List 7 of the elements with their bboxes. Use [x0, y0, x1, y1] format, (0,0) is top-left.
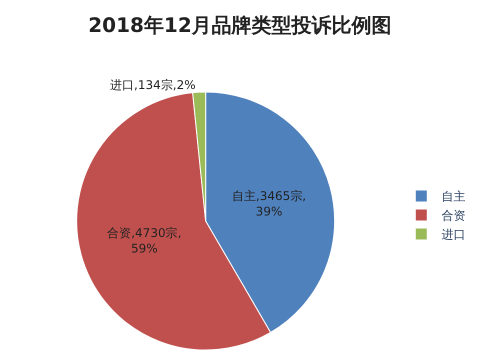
legend-label: 合资: [441, 208, 466, 223]
legend-label: 自主: [441, 190, 466, 204]
data-label: 合资,4730宗, 59%: [107, 226, 182, 256]
data-label: 自主,3465宗, 39%: [232, 189, 306, 219]
data-label: 进口,134宗,2%: [110, 78, 196, 92]
legend-label: 进口: [441, 228, 466, 242]
chart-title: 2018年12月品牌类型投诉比例图: [88, 13, 392, 37]
